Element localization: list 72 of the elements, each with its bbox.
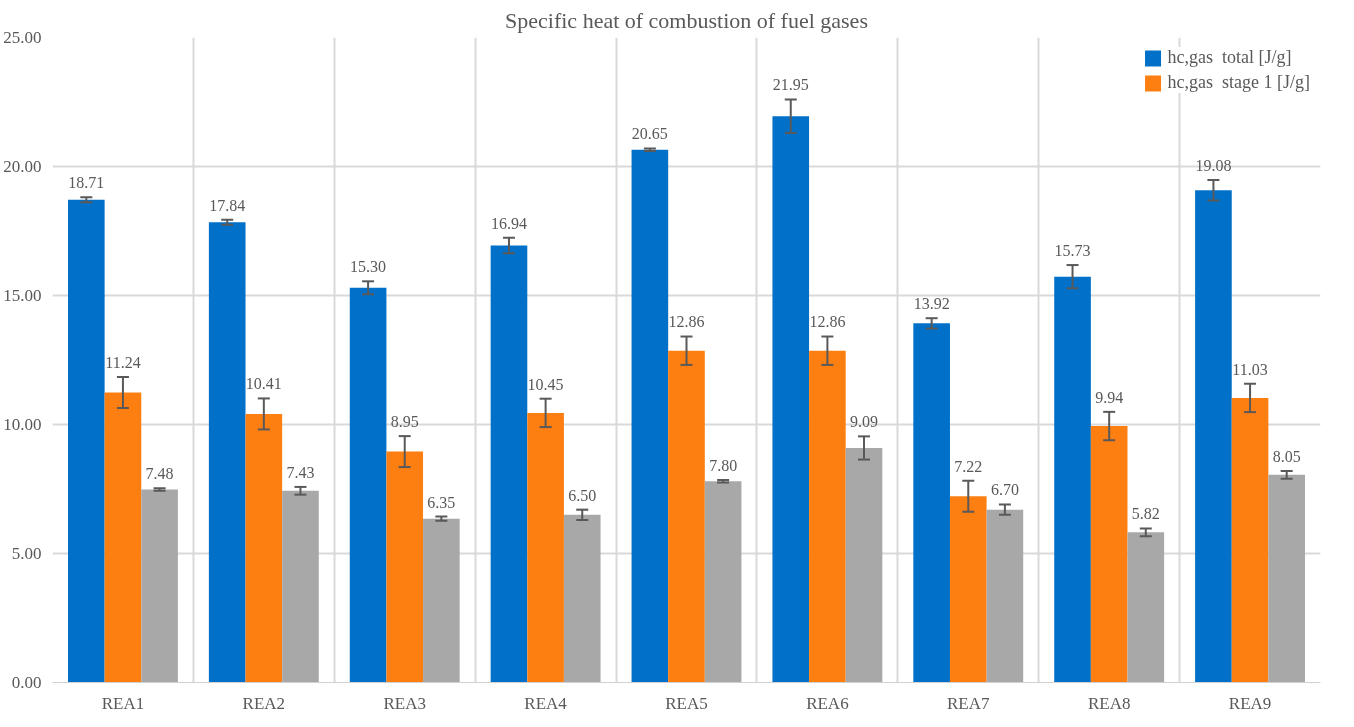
bar	[772, 116, 810, 683]
y-tick-label: 15.00	[3, 286, 42, 305]
data-label: 11.24	[105, 354, 141, 371]
bar	[1090, 426, 1128, 683]
data-label: 7.22	[954, 457, 983, 475]
data-label: 6.70	[990, 481, 1019, 499]
bar	[1231, 397, 1269, 683]
bar	[282, 490, 319, 683]
y-tick-label: 10.00	[3, 415, 42, 434]
data-label: 17.84	[209, 196, 246, 214]
x-tick-label: REA1	[101, 693, 145, 713]
data-label: 9.94	[1095, 388, 1124, 406]
bar	[845, 447, 883, 683]
bar	[913, 323, 950, 683]
bar	[104, 392, 142, 683]
bar	[141, 489, 178, 683]
x-tick-label: REA7	[947, 693, 991, 713]
bar	[1054, 276, 1091, 683]
bar	[1268, 474, 1305, 683]
bar	[704, 481, 742, 683]
bar	[490, 245, 528, 683]
data-label: 16.94	[490, 214, 527, 232]
bar	[386, 451, 424, 683]
data-label: 8.05	[1272, 447, 1301, 465]
bar	[423, 518, 460, 683]
bar	[631, 149, 669, 683]
data-label: 13.92	[913, 295, 950, 313]
chart-title: Specific heat of combustion of fuel gases	[505, 7, 868, 33]
bar	[68, 199, 105, 683]
bar	[349, 287, 387, 683]
legend-label: hc,gas stage 1 [J/g]	[1167, 72, 1310, 93]
y-tick-label: 5.00	[11, 544, 42, 563]
data-label: 11.03	[1232, 360, 1268, 378]
bar	[208, 222, 246, 683]
bar	[1195, 190, 1232, 683]
x-tick-label: REA3	[383, 693, 426, 713]
bar	[527, 412, 564, 683]
x-tick-label: REA8	[1087, 693, 1131, 713]
legend-label: hc,gas total [J/g]	[1167, 47, 1292, 68]
x-tick-label: REA2	[242, 693, 286, 713]
data-label: 21.95	[772, 76, 809, 94]
data-label: 18.71	[68, 174, 105, 192]
data-label: 15.30	[350, 258, 387, 276]
bar	[809, 350, 846, 683]
data-label: 5.82	[1131, 505, 1160, 523]
data-label: 19.08	[1195, 156, 1232, 174]
y-tick-label: 25.00	[3, 28, 42, 47]
data-label: 20.65	[631, 125, 668, 143]
y-tick-label: 20.00	[3, 157, 42, 176]
data-label: 12.86	[809, 313, 846, 331]
bar	[563, 514, 601, 683]
x-tick-label: REA9	[1228, 693, 1272, 713]
data-label: 7.80	[709, 456, 738, 474]
y-tick-label: 0.00	[11, 673, 42, 692]
bar	[668, 350, 705, 683]
bar	[1127, 532, 1165, 683]
x-tick-label: REA5	[665, 693, 708, 713]
bar	[245, 413, 283, 683]
data-label: 12.86	[668, 313, 705, 331]
bar	[949, 496, 987, 683]
x-tick-label: REA4	[524, 693, 568, 713]
data-label: 9.09	[850, 413, 879, 431]
bar	[986, 509, 1024, 683]
data-label: 7.48	[145, 465, 174, 483]
data-label: 15.73	[1054, 242, 1091, 260]
data-label: 7.43	[286, 463, 315, 481]
x-tick-label: REA6	[806, 693, 849, 713]
data-label: 10.41	[245, 375, 282, 393]
data-label: 6.50	[568, 486, 597, 504]
data-label: 10.45	[527, 375, 564, 393]
data-label: 8.95	[390, 413, 419, 431]
data-label: 6.35	[427, 493, 456, 511]
